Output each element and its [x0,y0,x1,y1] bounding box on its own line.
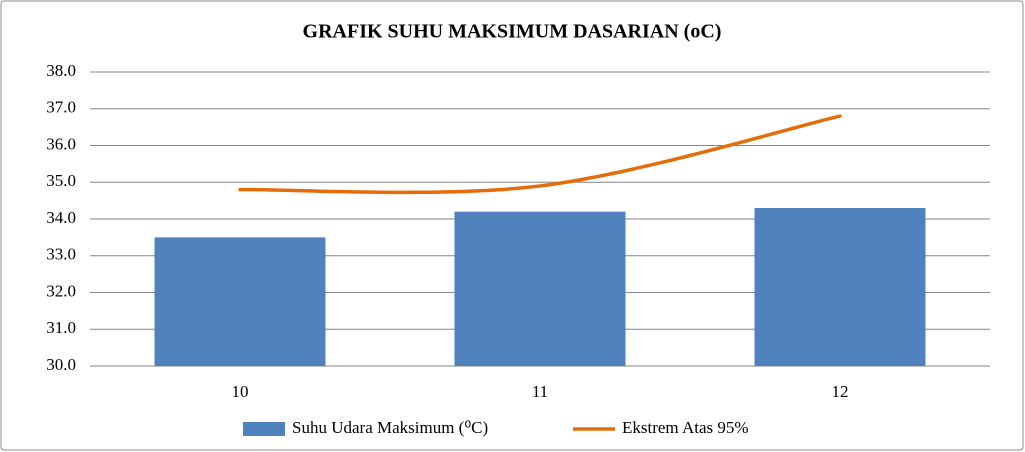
x-tick-label: 12 [832,382,849,401]
y-tick-label: 38.0 [46,61,76,80]
x-tick-label: 11 [532,382,548,401]
y-tick-label: 30.0 [46,355,76,374]
chart-title: GRAFIK SUHU MAKSIMUM DASARIAN (oC) [303,21,722,43]
bar [154,237,326,366]
line [238,114,842,195]
x-tick-label: 10 [232,382,249,401]
bar [754,207,926,366]
legend-swatch [243,422,285,436]
y-tick-label: 32.0 [46,281,76,300]
y-tick-label: 36.0 [46,134,76,153]
legend-label: Ekstrem Atas 95% [622,418,749,437]
y-tick-label: 34.0 [46,208,76,227]
y-tick-label: 33.0 [46,245,76,264]
legend-label: Suhu Udara Maksimum (⁰C) [292,418,488,437]
y-tick-label: 31.0 [46,318,76,337]
y-tick-label: 37.0 [46,98,76,117]
y-tick-label: 35.0 [46,171,76,190]
bar [454,211,626,366]
